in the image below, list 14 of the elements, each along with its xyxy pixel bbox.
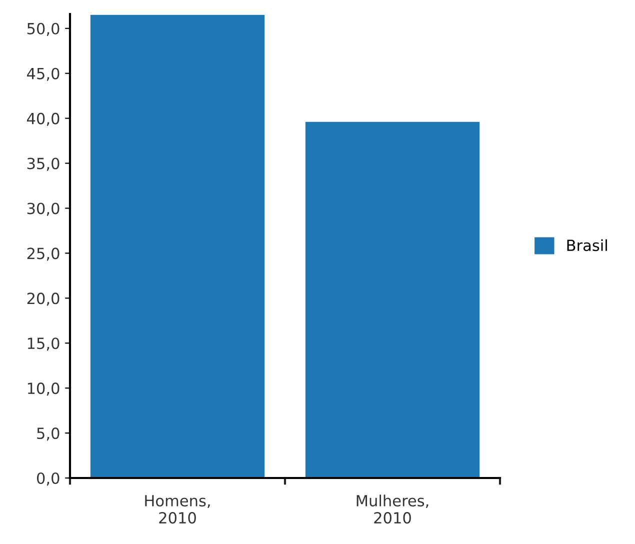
y-tick-label: 5,0	[37, 428, 60, 441]
y-tick-label: 35,0	[27, 158, 60, 171]
y-tick-label: 40,0	[27, 112, 60, 126]
y-tick-label: 30,0	[27, 202, 60, 216]
x-tick-label: Homens, 2010	[145, 495, 210, 524]
y-tick-label: 10,0	[28, 382, 60, 396]
legend-label: Brasil	[567, 239, 607, 252]
y-tick-label: 0,0	[36, 472, 60, 486]
y-tick-label: 15,0	[28, 338, 60, 351]
y-tick-label: 20,0	[27, 292, 60, 306]
y-tick-label: 45,0	[27, 68, 60, 81]
y-tick-label: 50,0	[27, 22, 60, 36]
y-tick-label: 25,0	[27, 248, 60, 261]
x-tick-label: Mulheres, 2010	[356, 494, 428, 524]
